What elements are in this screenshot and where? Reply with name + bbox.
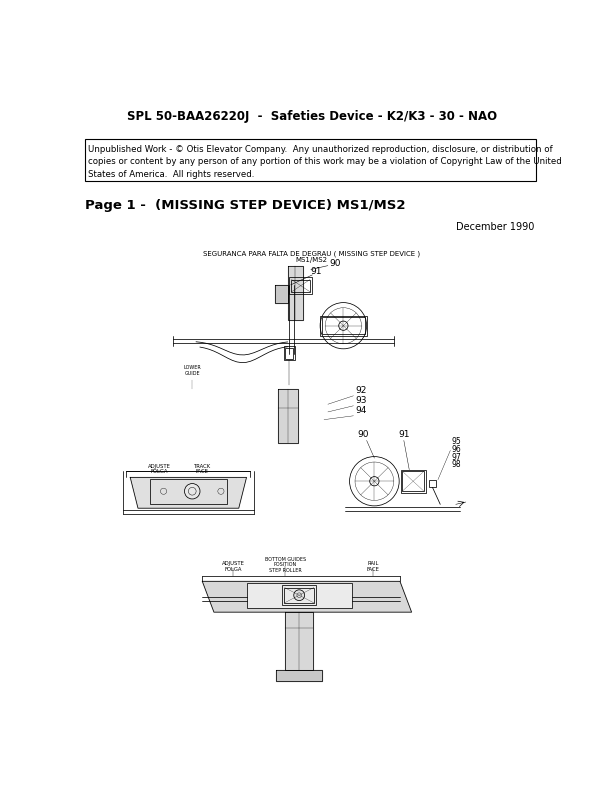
Bar: [285, 348, 293, 358]
Bar: [284, 346, 294, 360]
Text: ADJUSTE
FOLGA: ADJUSTE FOLGA: [148, 464, 170, 474]
Circle shape: [370, 476, 379, 486]
Text: December 1990: December 1990: [457, 221, 535, 232]
Bar: [429, 480, 437, 488]
Text: 91: 91: [398, 430, 410, 439]
Bar: [401, 470, 426, 492]
Polygon shape: [276, 670, 322, 682]
Text: 98: 98: [452, 460, 461, 469]
Text: 91: 91: [311, 267, 322, 277]
Bar: [285, 588, 314, 603]
Text: Page 1 -  (MISSING STEP DEVICE) MS1/MS2: Page 1 - (MISSING STEP DEVICE) MS1/MS2: [85, 199, 406, 212]
Text: 90: 90: [357, 430, 368, 439]
Bar: [246, 583, 352, 608]
Text: TRACK
FACE: TRACK FACE: [194, 464, 211, 474]
Polygon shape: [288, 265, 303, 319]
Text: ADJUSTE
FOLGA: ADJUSTE FOLGA: [222, 561, 245, 572]
Circle shape: [339, 321, 348, 330]
Text: 90: 90: [330, 259, 341, 268]
Polygon shape: [277, 389, 299, 443]
Polygon shape: [275, 285, 288, 302]
Bar: [402, 472, 424, 492]
Text: RAIL
FACE: RAIL FACE: [367, 561, 379, 572]
Text: 92: 92: [355, 386, 367, 395]
Bar: [291, 280, 310, 292]
Circle shape: [294, 589, 305, 601]
Text: BOTTOM GUIDES
POSITION
STEP ROLLER: BOTTOM GUIDES POSITION STEP ROLLER: [264, 557, 306, 573]
Text: 93: 93: [355, 395, 367, 405]
Text: LOWER
GUIDE: LOWER GUIDE: [184, 365, 201, 376]
Bar: [282, 585, 316, 606]
Text: Unpublished Work - © Otis Elevator Company.  Any unauthorized reproduction, disc: Unpublished Work - © Otis Elevator Compa…: [88, 144, 562, 179]
Text: 94: 94: [355, 406, 367, 415]
Polygon shape: [130, 477, 246, 508]
Circle shape: [184, 484, 200, 499]
Polygon shape: [285, 612, 313, 670]
Text: 95: 95: [452, 437, 461, 446]
Bar: [150, 479, 227, 504]
Bar: [289, 277, 313, 294]
Polygon shape: [202, 581, 412, 612]
Text: 96: 96: [452, 445, 461, 454]
Text: 97: 97: [452, 452, 461, 462]
Bar: [85, 139, 536, 181]
Bar: [320, 316, 367, 336]
Bar: [322, 318, 365, 334]
Text: SPL 50-BAA26220J  -  Safeties Device - K2/K3 - 30 - NAO: SPL 50-BAA26220J - Safeties Device - K2/…: [126, 110, 497, 123]
Text: SEGURANCA PARA FALTA DE DEGRAU ( MISSING STEP DEVICE ): SEGURANCA PARA FALTA DE DEGRAU ( MISSING…: [203, 250, 420, 257]
Text: MS1/MS2: MS1/MS2: [295, 257, 328, 263]
